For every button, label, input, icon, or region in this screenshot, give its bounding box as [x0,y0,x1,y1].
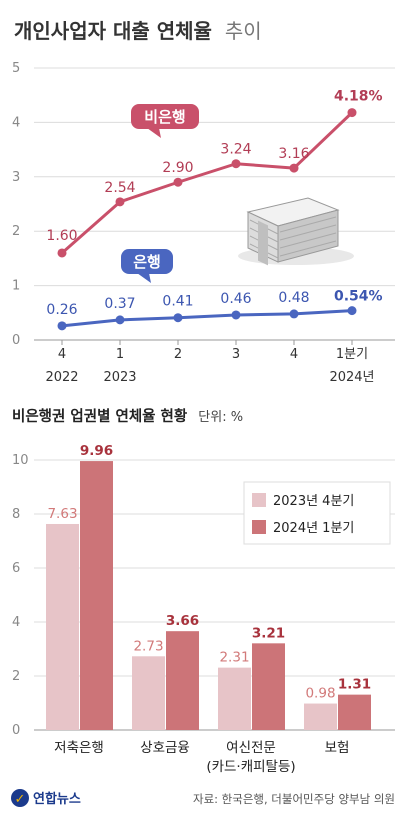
x-tick-year-label: 2023 [103,370,136,385]
x-tick-label: 2 [174,347,182,362]
bar-chart-unit: 단위: % [198,410,243,425]
data-label: 2.90 [162,160,193,176]
legend-label: 2024년 1분기 [273,521,354,536]
data-label: 0.54% [334,289,383,305]
x-tick-label: 3 [232,347,240,362]
page-title: 개인사업자 대출 연체율 추이 [14,19,262,43]
y-tick-label: 0 [12,333,20,348]
data-label: 3.24 [220,142,251,158]
source-text: 자료: 한국은행, 더불어민주당 양부남 의원 [193,792,395,806]
data-point [289,309,299,319]
bar [304,703,337,730]
y-tick-label: 5 [12,61,20,76]
bar [46,523,79,730]
data-point [57,248,67,258]
data-label: 0.26 [46,302,77,318]
x-tick-year-label: 2022 [45,370,78,385]
title-main: 개인사업자 대출 연체율 [14,19,212,43]
x-tick-year-label: 2024년 [329,370,374,385]
data-label: 0.48 [278,290,309,306]
logo-mark: ✓ [15,792,26,807]
bar [218,667,251,730]
logo-text: 연합뉴스 [33,791,81,807]
bar [166,631,199,730]
data-label: 0.46 [220,291,251,307]
bar-value-label: 3.21 [252,625,285,641]
bar-value-label: 3.66 [166,613,199,629]
bar [252,643,285,730]
category-sublabel: (카드·캐피탈등) [206,759,295,775]
y-tick-label: 3 [12,170,20,185]
y-tick-label: 8 [12,507,20,522]
title-light: 추이 [225,19,262,43]
legend-swatch [252,520,266,534]
bar-chart: 0 2 4 6 8 10 7.63 9.96 저축은행 2.733.66 상호금융 2.313.21 여… [12,443,395,775]
data-point [231,159,241,169]
data-label: 1.60 [46,228,77,244]
y-tick-label: 1 [12,279,20,294]
bar-value-label: 2.31 [219,650,249,666]
x-tick-label: 1분기 [336,347,368,362]
data-point [231,310,241,320]
data-point [173,177,183,187]
data-point [115,315,125,325]
legend-label: 2023년 4분기 [273,494,354,509]
series-tag-bg [121,249,173,274]
legend: 2023년 4분기 2024년 1분기 [243,481,391,545]
series-tag-pointer [137,273,151,283]
data-point [347,306,357,316]
y-tick-label: 0 [12,723,20,738]
series-tag-pointer [147,128,161,138]
data-point [289,163,299,173]
y-tick-label: 2 [12,224,20,239]
bar [338,694,371,730]
footer: ✓ 연합뉴스 자료: 한국은행, 더불어민주당 양부남 의원 [11,789,395,807]
x-tick-label: 4 [290,347,298,362]
y-tick-label: 4 [12,115,20,130]
y-tick-label: 6 [12,561,20,576]
y-tick-label: 4 [12,615,20,630]
data-label: 0.37 [104,296,135,312]
bar [80,461,113,730]
bar-value-label: 1.31 [338,677,371,693]
yonhap-logo-icon [11,789,29,807]
x-tick-label: 1 [116,347,124,362]
series-tag-label: 비은행 [144,108,185,126]
category-label: 상호금융 [140,740,190,756]
money-stack-icon [238,197,354,266]
line-chart: 0 1 2 3 4 5 4 2022 1 2023 2 3 4 1분기 2024년 1.60 2.54 2.90 3… [12,61,395,385]
series-tag-label: 은행 [133,253,161,271]
bar-value-label: 0.98 [305,686,335,702]
category-label: 저축은행 [54,740,104,756]
data-label: 0.41 [162,294,193,310]
category-label: 여신전문 [226,740,276,756]
bar-value-label: 2.73 [133,638,163,654]
legend-swatch [252,493,266,507]
bar [132,656,165,730]
data-label: 2.54 [104,180,135,196]
series-line-1 [61,309,353,328]
y-tick-label: 2 [12,669,20,684]
series-line-0 [61,111,354,255]
bar-chart-title: 비은행권 업권별 연체율 현황 단위: % [12,407,243,425]
data-point [173,313,183,323]
data-point [57,321,67,331]
x-tick-label: 4 [58,347,66,362]
bar-chart-title-text: 비은행권 업권별 연체율 현황 [12,407,188,425]
bar-value-label: 9.96 [80,443,113,459]
category-label: 보험 [325,740,350,756]
data-label: 4.18% [334,89,383,105]
data-point [347,108,357,118]
data-label: 3.16 [278,146,309,162]
y-tick-label: 10 [12,453,29,468]
series-tag-bg [131,104,199,129]
legend-box [243,481,391,545]
bar-value-label: 7.63 [47,506,77,522]
data-point [115,197,125,207]
